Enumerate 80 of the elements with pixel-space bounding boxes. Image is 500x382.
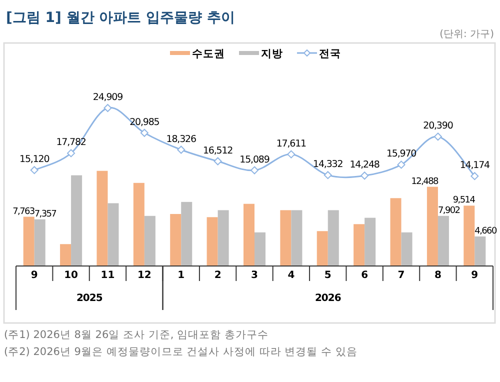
legend-label: 수도권: [192, 48, 225, 60]
text: (주2) 2026년 9월은 예정물량이므로 건설사 사정에 따라 변경될 수 있음: [4, 346, 358, 358]
bar: [316, 231, 328, 266]
data-label: 15,089: [240, 154, 270, 166]
x-tick-label: 4: [288, 270, 295, 281]
data-label: 7,357: [34, 209, 56, 220]
point: [214, 157, 222, 166]
point: [30, 166, 38, 174]
bar: [401, 232, 412, 266]
data-label: 12,488: [411, 176, 440, 187]
data-label: 24,909: [92, 92, 124, 103]
data-label: 17,611: [276, 138, 307, 150]
point: [67, 149, 76, 158]
x-tick-label: 2: [214, 270, 222, 281]
data-label: 18,326: [166, 134, 196, 145]
x-tick-label: 10: [64, 270, 78, 281]
bar: [144, 216, 156, 266]
x-tick-label: 7: [398, 270, 405, 281]
data-label: 7,763: [12, 206, 34, 217]
bar: [71, 175, 82, 266]
data-label: 14,248: [350, 160, 380, 171]
data-label: 20,390: [423, 120, 454, 132]
bar: [108, 203, 119, 266]
data-label: 14,174: [460, 160, 490, 172]
text: (주1) 2026년 8월 26일 조사 기준, 임대포함 총가구수: [4, 329, 268, 341]
point: [250, 166, 258, 174]
data-label: 7,902: [438, 206, 460, 216]
bar: [23, 216, 34, 266]
bar: [464, 206, 475, 266]
point: [287, 150, 296, 158]
x-tick-label: 9: [471, 270, 478, 281]
legend-label: 지방: [260, 48, 283, 60]
point: [360, 172, 369, 180]
bar: [426, 186, 438, 266]
data-label: 9,514: [452, 196, 476, 206]
x-tick-label: 6: [361, 270, 368, 281]
bar: [181, 202, 192, 266]
bar: [280, 210, 292, 266]
point: [324, 171, 332, 180]
point: [177, 146, 186, 154]
data-label: 20,985: [130, 116, 160, 128]
x-tick-label: 11: [100, 270, 115, 281]
bar: [206, 217, 218, 266]
point: [397, 160, 406, 169]
point: [470, 172, 479, 180]
bar: [254, 232, 266, 266]
data-label: 16,512: [202, 145, 234, 156]
bar: [291, 210, 302, 266]
data-label: 17,782: [56, 137, 86, 148]
point: [140, 128, 148, 137]
text: 2025: [76, 293, 103, 304]
text: 2026: [314, 293, 342, 304]
x-tick-label: 3: [251, 270, 258, 281]
bar: [34, 219, 46, 266]
bar: [218, 210, 229, 266]
x-tick-label: 12: [137, 270, 152, 281]
chart-title: [그림 1] 월간 아파트 입주물량 추이: [6, 10, 235, 26]
bar: [390, 198, 402, 266]
bar: [60, 244, 72, 266]
data-label: 14,332: [313, 159, 344, 170]
bar: [438, 216, 449, 266]
bar: [243, 204, 254, 266]
bar: [474, 236, 486, 266]
data-label: 4,660: [474, 226, 498, 236]
data-label: 15,120: [20, 154, 50, 166]
chart-subtitle: (단위: 가구): [440, 29, 494, 40]
bar: [328, 210, 339, 266]
bar: [364, 218, 376, 266]
x-tick-label: 8: [434, 270, 442, 281]
bar: [354, 224, 365, 266]
bar: [96, 170, 108, 266]
bar: [170, 214, 182, 266]
legend-label: 전국: [319, 48, 341, 60]
x-tick-label: 9: [30, 270, 38, 281]
x-tick-label: 1: [178, 270, 185, 281]
x-tick-label: 5: [324, 270, 332, 281]
bar: [133, 182, 144, 266]
point: [104, 104, 112, 112]
data-label: 15,970: [386, 148, 417, 160]
point: [434, 132, 442, 141]
